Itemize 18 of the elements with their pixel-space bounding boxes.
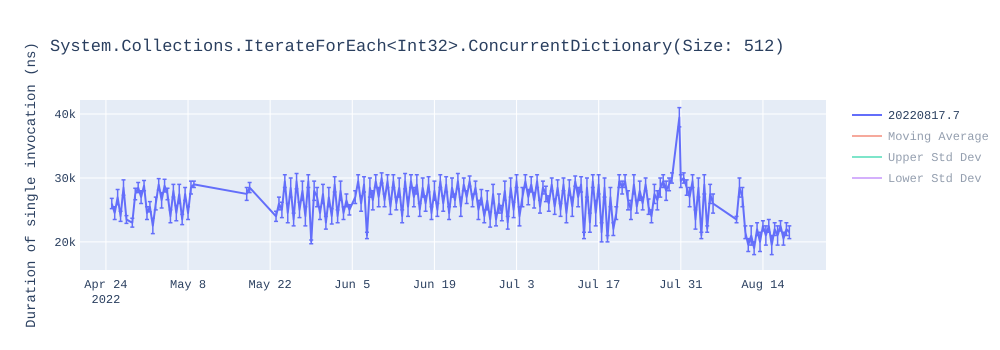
legend-label: Lower Std Dev [888,172,982,186]
x-tick-label: May 8 [170,278,206,292]
legend-label: Moving Average [888,130,989,144]
y-tick-label: 30k [54,172,76,186]
legend-label: 20220817.7 [888,109,960,123]
x-tick-label: Jun 5 [334,278,370,292]
x-tick-label: Jun 19 [412,278,456,292]
x-tick-label: Aug 14 [741,278,785,292]
x-tick-label: Jul 17 [577,278,620,292]
y-tick-label: 40k [54,108,76,122]
chart-title: System.Collections.IterateForEach<Int32>.ConcurrentDictionary(Size: 512) [50,38,785,57]
x-tick-label: Jul 31 [659,278,702,292]
x-tick-label: Apr 24 2022 [84,278,128,307]
x-tick-label: May 22 [248,278,292,292]
legend-label: Upper Std Dev [888,151,982,165]
y-tick-label: 20k [54,236,76,250]
x-tick-label: Jul 3 [498,278,535,292]
y-axis-title: Duration of single invocation (ns) [24,42,40,328]
